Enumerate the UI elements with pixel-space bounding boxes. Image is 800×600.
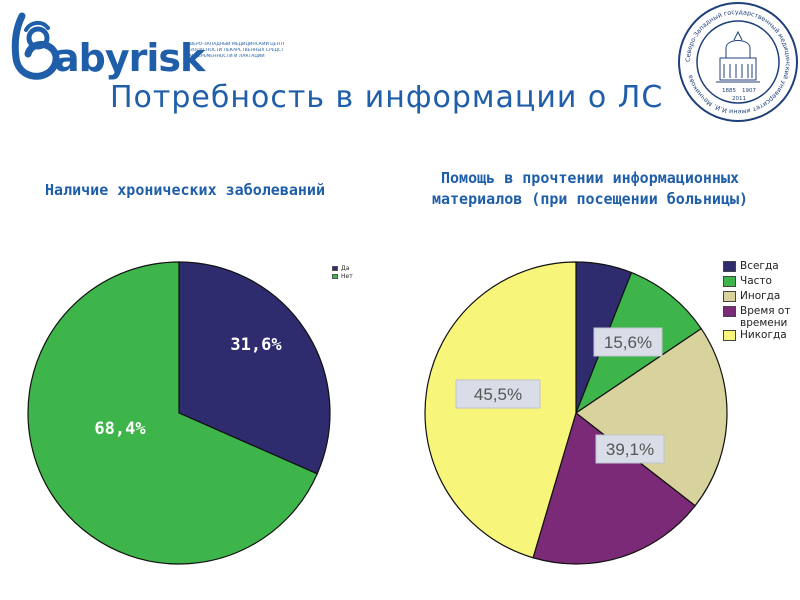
building-icon [716,30,760,83]
logo-caption-line: при беременности и лактации [184,54,265,59]
legend-swatch [723,261,736,272]
legend-label: Нет [341,272,353,280]
chart2-label-never-box [455,379,541,409]
chart2-slice-3 [532,411,696,565]
legend-item: Всегда [723,260,800,275]
legend-label: Да [341,264,350,272]
chart2-label-often-total: 15,6% [604,333,652,352]
chart2-slice-4 [424,261,577,559]
legend-label: Никогда [740,329,787,341]
legend-swatch [332,273,338,279]
legend-item: Да [332,264,353,272]
logo-caption-line: безопасности лекарственных средств [184,48,284,53]
legend-item: Иногда [723,290,800,305]
chart1-legend: Да Нет [332,264,353,280]
legend-swatch [723,330,736,341]
page-title: Потребность в информации о ЛС [110,80,664,115]
logo-caption-line: Северо-Западный медицинский центр [184,42,284,47]
legend-label: Иногда [740,290,781,302]
chart2-legend: Всегда Часто Иногда Время от времени Ник… [723,260,800,344]
chart2-label-sometimes-total-box [595,434,665,464]
chart2-title: Помощь в прочтении информационных матери… [431,169,749,208]
legend-item: Нет [332,272,353,280]
legend-swatch [332,265,338,271]
legend-label: Часто [740,275,772,287]
chart2-label-often-total-box [593,327,663,357]
baby-b-logo-icon [11,12,60,80]
chart1-slice-0 [178,261,331,475]
legend-swatch [723,306,736,317]
seal-year: 1907 [742,88,756,94]
chart2-slice-2 [574,327,728,507]
seal-year: 2011 [732,96,746,102]
babyrisk-logo: abyrisk Северо-Западный медицинский цент… [8,6,288,86]
chart2-label-never: 45,5% [474,385,522,404]
university-seal: Северо-Западный государственный медицинс… [678,2,798,122]
legend-label: Время от времени [740,305,791,329]
chart1-slice-1 [27,261,318,565]
logo-wordmark: abyrisk [54,36,205,80]
legend-item: Часто [723,275,800,290]
legend-swatch [723,276,736,287]
chart1-title: Наличие хронических заболеваний [45,181,325,199]
seal-year: 1885 [722,88,736,94]
legend-item: Никогда [723,329,800,344]
legend-swatch [723,291,736,302]
logo-caption: Северо-Западный медицинский центр безопа… [184,42,284,60]
legend-label: Всегда [740,260,779,272]
chart1-label-no: 68,4% [94,419,146,439]
chart1-label-yes: 31,6% [230,335,282,355]
chart2-label-sometimes-total: 39,1% [606,440,654,459]
legend-item: Время от времени [723,305,800,329]
